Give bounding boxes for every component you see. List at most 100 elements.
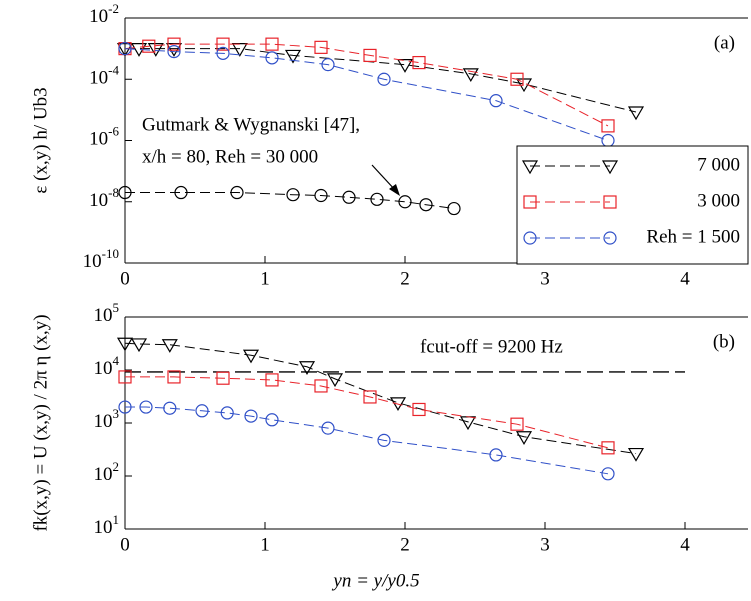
marker — [118, 400, 132, 414]
x-tick-label: 4 — [680, 534, 690, 555]
marker — [139, 400, 153, 414]
annotation: x/h = 80, Reh = 30 000 — [142, 146, 318, 167]
annotation: Gutmark & Wygnanski [47], — [142, 114, 360, 135]
marker — [116, 43, 134, 57]
marker — [363, 390, 377, 404]
legend-box — [516, 145, 749, 265]
series-line — [125, 48, 637, 113]
y-tick-label: 105 — [94, 300, 120, 326]
reference-label: fcut-off = 9200 Hz — [420, 336, 563, 357]
x-tick-label: 1 — [260, 268, 270, 289]
legend-label: 7 000 — [697, 154, 740, 175]
marker — [342, 190, 356, 204]
marker — [601, 133, 615, 148]
marker — [298, 361, 316, 375]
marker — [510, 72, 524, 86]
marker — [216, 46, 230, 60]
marker — [314, 188, 328, 203]
y-axis-label: ε (x,y) h/ Ub3 — [30, 87, 51, 193]
x-tick-label: 1 — [260, 534, 270, 555]
marker — [326, 373, 344, 388]
x-tick-label: 2 — [400, 268, 410, 289]
series-line — [124, 43, 609, 127]
marker — [419, 198, 433, 212]
marker — [321, 58, 335, 72]
y-tick-label: 102 — [94, 459, 120, 485]
marker — [601, 441, 615, 455]
x-tick-label: 3 — [540, 268, 550, 289]
marker — [377, 433, 391, 447]
marker — [314, 40, 328, 54]
marker — [363, 48, 377, 63]
marker — [167, 370, 181, 384]
series — [116, 43, 645, 121]
series — [118, 185, 461, 216]
marker — [284, 49, 302, 64]
marker — [447, 201, 461, 216]
y-tick-label: 10-6 — [89, 124, 119, 150]
marker — [489, 94, 503, 108]
marker — [515, 431, 533, 445]
marker — [142, 39, 156, 53]
marker — [489, 448, 503, 462]
legend-marker — [523, 195, 537, 209]
legend-marker — [603, 231, 617, 245]
marker — [242, 349, 260, 364]
marker — [230, 185, 244, 200]
marker — [118, 42, 132, 56]
marker — [265, 37, 279, 51]
x-tick-label: 3 — [540, 534, 550, 555]
marker — [216, 37, 230, 51]
marker — [396, 59, 414, 73]
marker — [265, 51, 279, 65]
series-line — [125, 376, 609, 449]
y-tick-label: 10-8 — [89, 185, 119, 211]
panel-label: (b) — [713, 331, 735, 352]
x-tick-label: 4 — [680, 268, 690, 289]
y-tick-label: 101 — [94, 512, 120, 538]
marker — [314, 379, 328, 393]
marker — [130, 338, 148, 353]
panel-label: (a) — [714, 32, 735, 53]
y-tick-label: 104 — [94, 353, 120, 379]
series-line — [125, 406, 609, 475]
marker — [216, 371, 230, 385]
y-tick-label: 103 — [94, 406, 120, 432]
marker — [161, 339, 178, 353]
marker — [265, 373, 279, 387]
marker — [147, 43, 164, 57]
legend-marker — [521, 160, 539, 175]
marker — [389, 397, 407, 412]
legend-label: Reh = 1 500 — [646, 226, 740, 247]
y-axis-label: fk(x,y) = U (x,y) / 2π η (x,y) — [30, 314, 51, 531]
x-axis-label: yn = y/y0.5 — [331, 570, 419, 591]
series-line — [124, 342, 637, 455]
marker — [398, 195, 412, 209]
marker — [459, 416, 477, 431]
x-tick-label: 2 — [400, 534, 410, 555]
marker — [231, 43, 248, 57]
marker — [377, 72, 391, 86]
annotation-arrow — [371, 164, 397, 192]
marker — [118, 370, 132, 384]
marker — [286, 188, 300, 202]
arrow-head — [389, 184, 400, 196]
y-tick-label: 10-10 — [83, 246, 119, 272]
marker — [244, 409, 258, 423]
y-tick-label: 10-4 — [89, 63, 119, 89]
legend-marker — [601, 160, 619, 175]
series — [118, 400, 615, 481]
marker — [510, 417, 524, 431]
marker — [163, 401, 177, 415]
marker — [462, 68, 479, 83]
legend-marker — [603, 195, 617, 209]
series-line — [125, 192, 455, 210]
marker — [167, 37, 181, 51]
series — [116, 337, 645, 462]
marker — [116, 337, 134, 352]
legend-label: 3 000 — [697, 190, 740, 211]
series — [118, 370, 615, 455]
legend-marker — [523, 231, 537, 245]
marker — [601, 119, 615, 133]
marker — [195, 404, 209, 418]
